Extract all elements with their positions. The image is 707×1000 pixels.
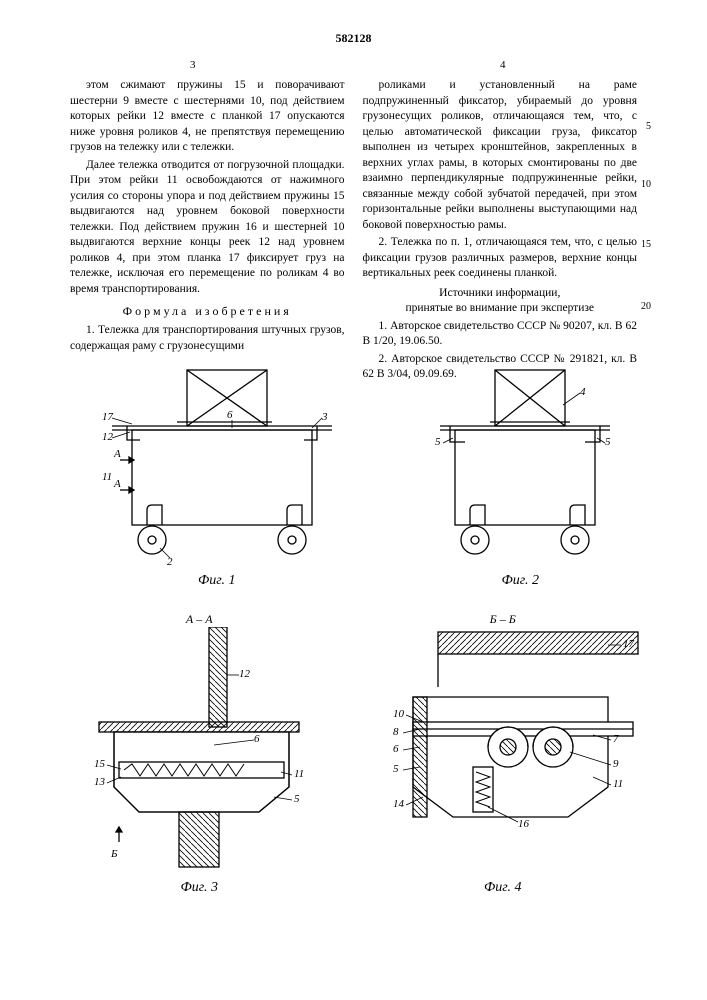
fig2-label: Фиг. 2 (405, 572, 635, 591)
svg-text:6: 6 (393, 743, 399, 755)
svg-text:12: 12 (102, 431, 114, 443)
figures-area: 17 12 11 6 3 2 А А Фиг. 1 (50, 360, 657, 918)
left-p3: 1. Тележка для транспортирования штучных… (70, 323, 345, 354)
svg-text:А: А (113, 478, 121, 490)
svg-text:11: 11 (294, 768, 304, 780)
figure-2: 4 5 5 Фиг. 2 (405, 360, 635, 591)
section-aa-label: А – А (59, 611, 339, 627)
right-p1: роликами и установленный на раме подпруж… (363, 78, 638, 233)
figure-1: 17 12 11 6 3 2 А А Фиг. 1 (72, 360, 362, 591)
line-num-15: 15 (641, 238, 651, 252)
section-bb-label: Б – Б (358, 611, 648, 627)
svg-text:13: 13 (94, 776, 106, 788)
svg-text:9: 9 (613, 758, 619, 770)
svg-text:17: 17 (623, 638, 635, 650)
fig4-label: Фиг. 4 (358, 879, 648, 898)
svg-text:3: 3 (321, 411, 328, 423)
line-num-10: 10 (641, 178, 651, 192)
figure-4: Б – Б (358, 611, 648, 898)
left-p2: Далее тележка отводится от погрузочной п… (70, 158, 345, 298)
line-num-5: 5 (646, 120, 651, 134)
right-p3: 1. Авторское свидетельство СССР № 90207,… (363, 319, 638, 350)
svg-text:5: 5 (294, 793, 300, 805)
svg-text:17: 17 (102, 411, 114, 423)
svg-text:11: 11 (102, 471, 112, 483)
svg-text:Б: Б (110, 848, 118, 860)
left-p1: этом сжимают пружины 15 и поворачивают ш… (70, 78, 345, 156)
fig1-label: Фиг. 1 (72, 572, 362, 591)
line-num-20: 20 (641, 300, 651, 314)
svg-text:5: 5 (605, 436, 611, 448)
svg-text:11: 11 (613, 778, 623, 790)
svg-text:12: 12 (239, 668, 251, 680)
col-number-right: 4 (500, 58, 506, 73)
left-column: этом сжимают пружины 15 и поворачивают ш… (70, 78, 345, 385)
svg-text:10: 10 (393, 708, 405, 720)
col-number-left: 3 (190, 58, 196, 73)
svg-text:6: 6 (254, 733, 260, 745)
right-column: 5 10 15 20 роликами и установленный на р… (363, 78, 638, 385)
document-number: 582128 (336, 30, 372, 46)
fig-row-1: 17 12 11 6 3 2 А А Фиг. 1 (50, 360, 657, 591)
svg-text:16: 16 (518, 818, 530, 830)
fig-row-2: А – А (50, 611, 657, 898)
formula-title: Формула изобретения (70, 303, 345, 319)
svg-text:5: 5 (393, 763, 399, 775)
fig3-label: Фиг. 3 (59, 879, 339, 898)
right-p2: 2. Тележка по п. 1, отличающаяся тем, чт… (363, 235, 638, 282)
svg-text:14: 14 (393, 798, 405, 810)
svg-text:6: 6 (227, 409, 233, 421)
svg-text:7: 7 (613, 733, 619, 745)
text-columns: этом сжимают пружины 15 и поворачивают ш… (70, 78, 637, 385)
svg-text:5: 5 (435, 436, 441, 448)
sources-title: Источники информации, принятые во вниман… (363, 286, 638, 317)
svg-text:15: 15 (94, 758, 106, 770)
svg-text:4: 4 (580, 386, 586, 398)
figure-3: А – А (59, 611, 339, 898)
svg-text:8: 8 (393, 726, 399, 738)
svg-text:А: А (113, 448, 121, 460)
